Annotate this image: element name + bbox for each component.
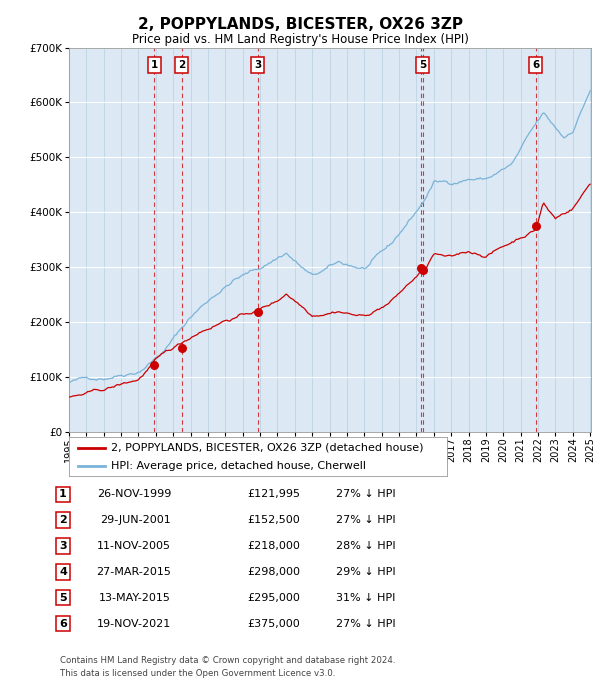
Text: £218,000: £218,000 xyxy=(247,541,300,551)
Text: 27% ↓ HPI: 27% ↓ HPI xyxy=(336,490,395,499)
Text: 3: 3 xyxy=(254,60,262,70)
Text: 5: 5 xyxy=(419,60,427,70)
Text: 13-MAY-2015: 13-MAY-2015 xyxy=(99,593,171,602)
Text: 1: 1 xyxy=(151,60,158,70)
Text: £375,000: £375,000 xyxy=(247,619,300,628)
Text: 29% ↓ HPI: 29% ↓ HPI xyxy=(336,567,395,577)
Text: 1: 1 xyxy=(59,490,67,499)
Text: £298,000: £298,000 xyxy=(247,567,300,577)
Text: 2: 2 xyxy=(178,60,185,70)
Text: 6: 6 xyxy=(532,60,539,70)
Text: £121,995: £121,995 xyxy=(247,490,300,499)
Text: 2, POPPYLANDS, BICESTER, OX26 3ZP: 2, POPPYLANDS, BICESTER, OX26 3ZP xyxy=(137,17,463,32)
Text: 26-NOV-1999: 26-NOV-1999 xyxy=(97,490,171,499)
Text: 11-NOV-2005: 11-NOV-2005 xyxy=(97,541,171,551)
Text: 6: 6 xyxy=(59,619,67,628)
Text: 4: 4 xyxy=(59,567,67,577)
Text: This data is licensed under the Open Government Licence v3.0.: This data is licensed under the Open Gov… xyxy=(60,668,335,678)
Text: Price paid vs. HM Land Registry's House Price Index (HPI): Price paid vs. HM Land Registry's House … xyxy=(131,33,469,46)
Text: £152,500: £152,500 xyxy=(247,515,300,525)
Text: 2, POPPYLANDS, BICESTER, OX26 3ZP (detached house): 2, POPPYLANDS, BICESTER, OX26 3ZP (detac… xyxy=(110,443,423,453)
Text: Contains HM Land Registry data © Crown copyright and database right 2024.: Contains HM Land Registry data © Crown c… xyxy=(60,656,395,666)
Text: 2: 2 xyxy=(59,515,67,525)
Text: 5: 5 xyxy=(59,593,67,602)
Text: 29-JUN-2001: 29-JUN-2001 xyxy=(100,515,171,525)
Text: 27% ↓ HPI: 27% ↓ HPI xyxy=(336,515,395,525)
Text: 3: 3 xyxy=(59,541,67,551)
Text: 19-NOV-2021: 19-NOV-2021 xyxy=(97,619,171,628)
Text: 27-MAR-2015: 27-MAR-2015 xyxy=(96,567,171,577)
Text: 31% ↓ HPI: 31% ↓ HPI xyxy=(336,593,395,602)
Text: £295,000: £295,000 xyxy=(247,593,300,602)
Text: HPI: Average price, detached house, Cherwell: HPI: Average price, detached house, Cher… xyxy=(110,461,365,471)
Text: 28% ↓ HPI: 28% ↓ HPI xyxy=(336,541,395,551)
Text: 27% ↓ HPI: 27% ↓ HPI xyxy=(336,619,395,628)
